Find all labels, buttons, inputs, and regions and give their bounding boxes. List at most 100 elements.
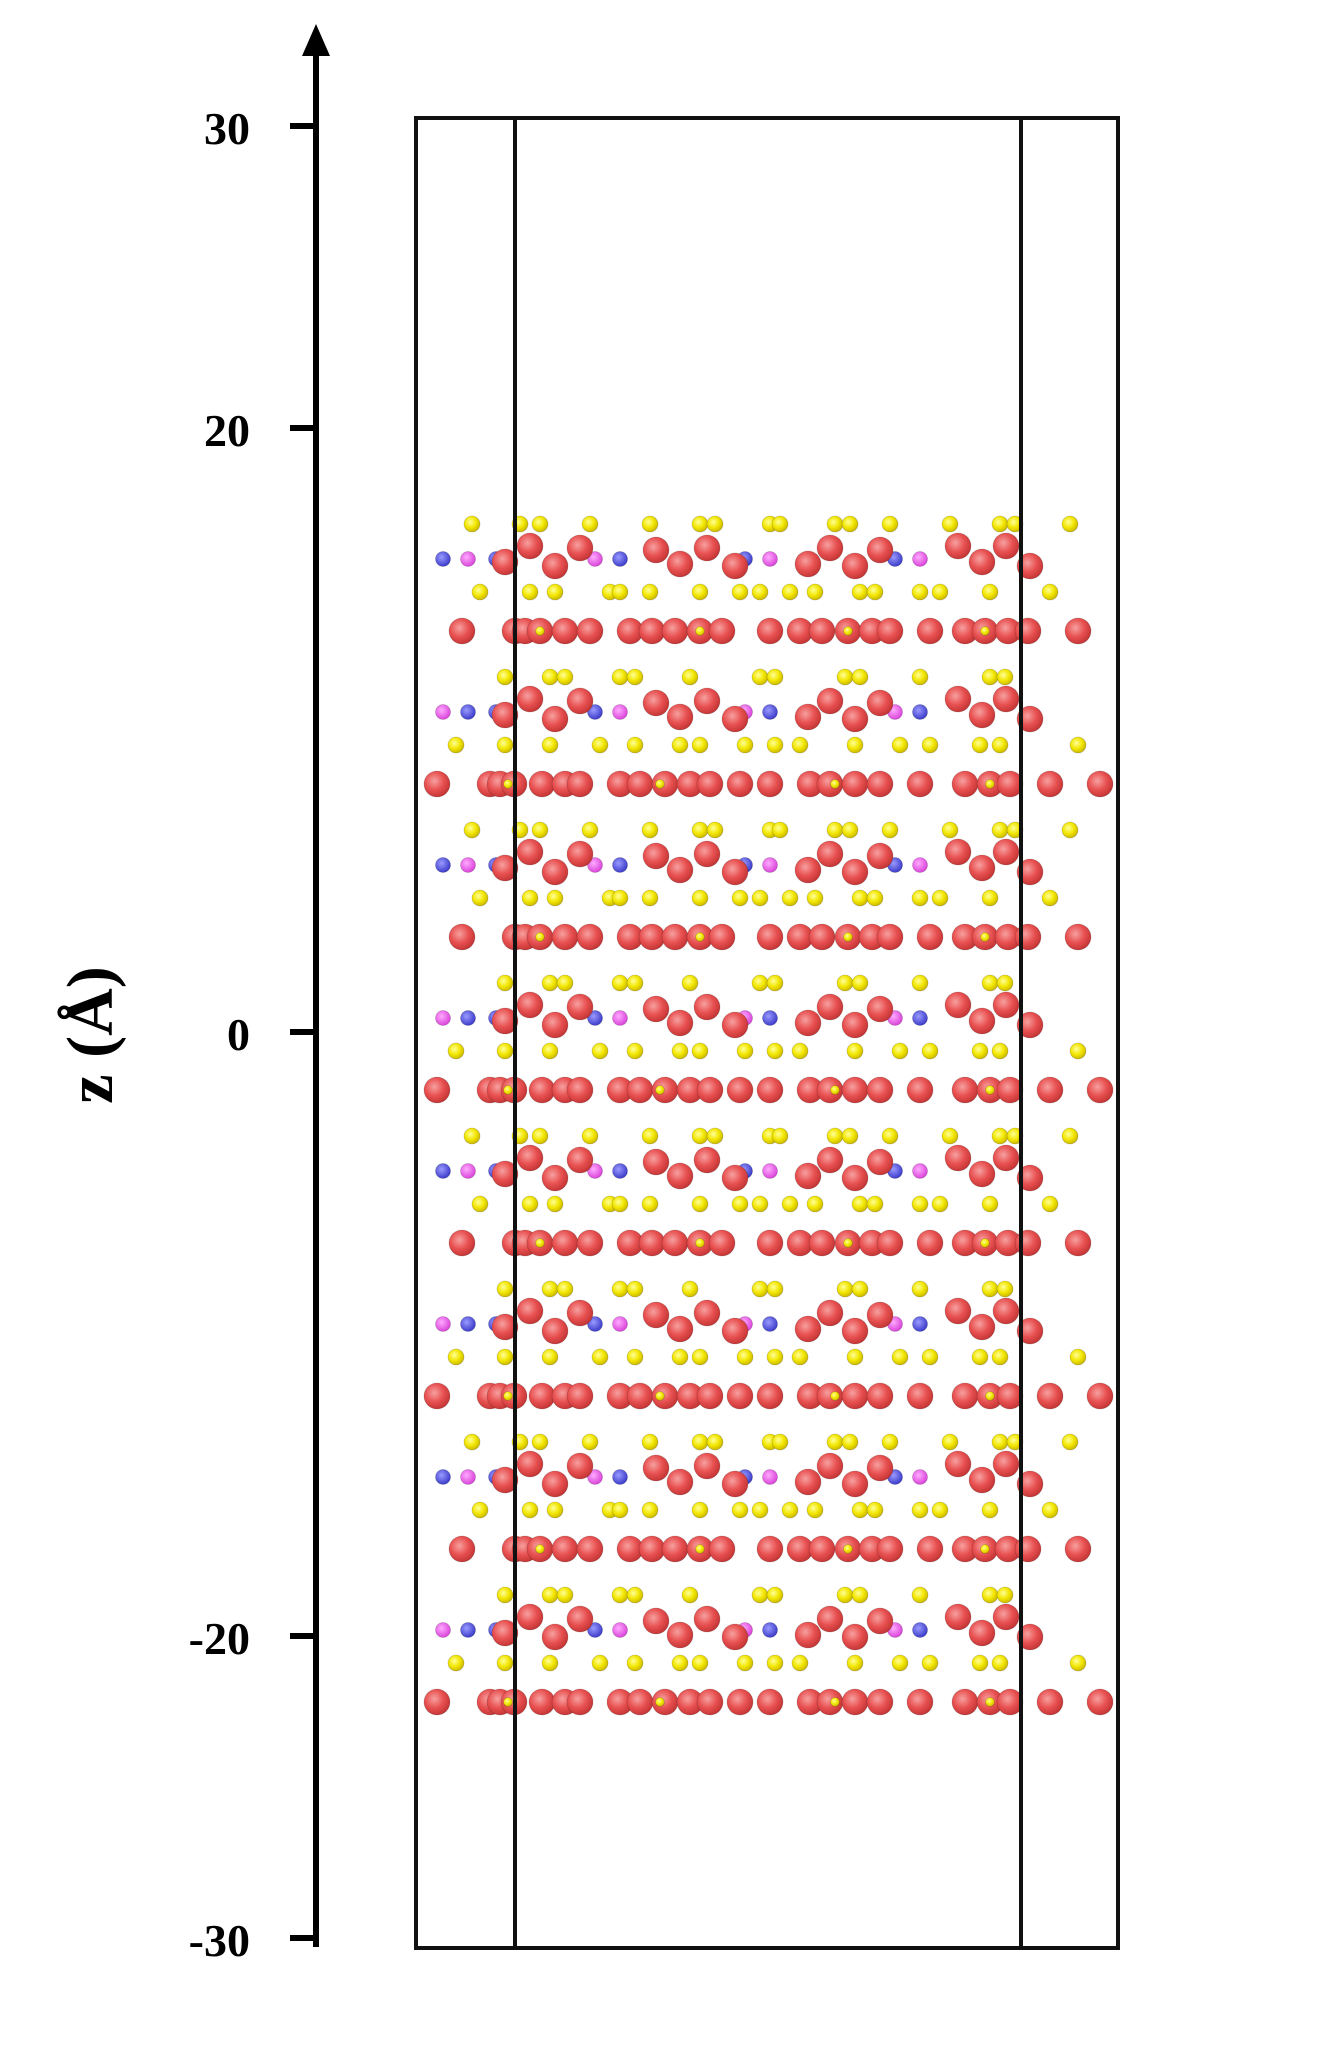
yellow-atom: [826, 1433, 844, 1451]
oxygen-atom: [566, 1382, 594, 1410]
magenta-atom: [460, 1469, 476, 1485]
oxygen-atom: [876, 617, 904, 645]
yellow-atom: [626, 1586, 644, 1604]
oxygen-atom: [968, 854, 996, 882]
oxygen-atom: [816, 687, 844, 715]
oxygen-atom: [566, 770, 594, 798]
oxygen-atom: [638, 923, 666, 951]
oxygen-atom: [516, 1603, 544, 1631]
oxygen-atom: [666, 1162, 694, 1190]
oxygen-atom: [1014, 1229, 1042, 1257]
oxygen-atom: [866, 1076, 894, 1104]
yellow-atom: [766, 1586, 784, 1604]
yellow-atom: [981, 1195, 999, 1213]
yellow-atom: [846, 1654, 864, 1672]
oxygen-atom: [528, 1688, 556, 1716]
yellow-atom: [841, 515, 859, 533]
yellow-atom: [991, 1654, 1009, 1672]
oxygen-atom: [1016, 552, 1044, 580]
yellow-atom: [691, 1348, 709, 1366]
oxygen-atom: [866, 842, 894, 870]
oxygen-atom: [944, 838, 972, 866]
oxygen-atom: [992, 1450, 1020, 1478]
oxygen-atom: [448, 1535, 476, 1563]
oxygen-atom: [696, 1688, 724, 1716]
oxygen-atom: [1086, 1688, 1114, 1716]
oxygen-atom: [642, 842, 670, 870]
oxygen-atom: [841, 858, 869, 886]
oxygen-atom: [642, 689, 670, 717]
magenta-atom: [912, 551, 928, 567]
oxygen-atom: [816, 993, 844, 1021]
yellow-atom: [671, 1348, 689, 1366]
yellow-atom: [866, 889, 884, 907]
oxygen-atom: [1086, 1382, 1114, 1410]
yellow-atom: [791, 1042, 809, 1060]
yellow-atom: [981, 974, 999, 992]
oxygen-atom: [841, 770, 869, 798]
oxygen-atom: [876, 1535, 904, 1563]
oxygen-atom: [808, 1229, 836, 1257]
oxygen-atom: [1016, 1164, 1044, 1192]
yellow-atom: [766, 974, 784, 992]
yellow-atom: [731, 1195, 749, 1213]
yellow-atom: [911, 1501, 929, 1519]
yellow-atom: [535, 626, 545, 636]
yellow-atom: [980, 932, 990, 942]
oxygen-atom: [992, 1603, 1020, 1631]
yellow-atom: [611, 1280, 629, 1298]
yellow-atom: [531, 515, 549, 533]
oxygen-atom: [642, 1454, 670, 1482]
yellow-atom: [641, 889, 659, 907]
oxygen-atom: [906, 1688, 934, 1716]
oxygen-atom: [642, 1148, 670, 1176]
yellow-atom: [830, 1391, 840, 1401]
yellow-atom: [911, 1195, 929, 1213]
yellow-atom: [471, 583, 489, 601]
z-axis-arrowhead: [302, 24, 330, 56]
oxygen-atom: [693, 1452, 721, 1480]
z-axis-ticks: 30 20 0 -20 -30: [189, 103, 316, 1966]
magenta-atom: [587, 1469, 603, 1485]
yellow-atom: [503, 779, 513, 789]
yellow-atom: [463, 821, 481, 839]
oxygen-atom: [721, 1011, 749, 1039]
oxygen-atom: [696, 1076, 724, 1104]
yellow-atom: [1069, 736, 1087, 754]
yellow-atom: [891, 736, 909, 754]
yellow-atom: [841, 1127, 859, 1145]
oxygen-atom: [916, 1229, 944, 1257]
oxygen-atom: [794, 856, 822, 884]
yellow-atom: [541, 736, 559, 754]
yellow-atom: [830, 1085, 840, 1095]
yellow-atom: [447, 1654, 465, 1672]
magenta-atom: [912, 1163, 928, 1179]
nitrogen-atom: [460, 1316, 476, 1332]
yellow-atom: [766, 1348, 784, 1366]
oxygen-atom: [491, 1619, 519, 1647]
oxygen-atom: [1064, 617, 1092, 645]
oxygen-atom: [696, 1382, 724, 1410]
oxygen-atom: [944, 532, 972, 560]
yellow-atom: [681, 974, 699, 992]
yellow-atom: [921, 736, 939, 754]
oxygen-atom: [721, 1623, 749, 1651]
yellow-atom: [931, 1501, 949, 1519]
yellow-atom: [731, 1501, 749, 1519]
yellow-atom: [736, 1654, 754, 1672]
oxygen-atom: [968, 1466, 996, 1494]
atom-lattice: [423, 515, 1114, 1716]
yellow-atom: [541, 1042, 559, 1060]
yellow-atom: [911, 889, 929, 907]
yellow-atom: [671, 1042, 689, 1060]
yellow-atom: [611, 668, 629, 686]
yellow-atom: [535, 1544, 545, 1554]
oxygen-atom: [661, 923, 689, 951]
yellow-atom: [921, 1348, 939, 1366]
oxygen-atom: [528, 770, 556, 798]
oxygen-atom: [551, 1229, 579, 1257]
yellow-atom: [611, 1195, 629, 1213]
oxygen-atom: [1064, 923, 1092, 951]
oxygen-atom: [551, 617, 579, 645]
oxygen-atom: [992, 991, 1020, 1019]
